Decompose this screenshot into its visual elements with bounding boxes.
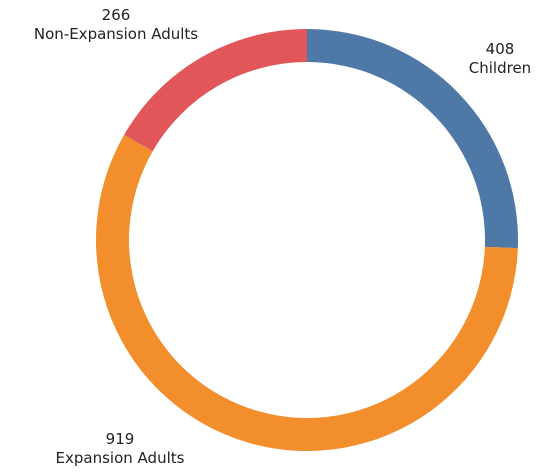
slice-value-label: 266 [102,6,131,24]
slice-expansion-adults [95,134,518,452]
slice-category-label: Non-Expansion Adults [34,25,198,43]
slice-value-label: 408 [486,40,515,58]
slice-non-expansion-adults [124,29,307,152]
slice-value-label: 919 [106,430,135,448]
slice-category-label: Expansion Adults [56,449,185,467]
slice-children [307,29,518,249]
slice-category-label: Children [469,59,531,77]
donut-slices [95,29,518,452]
